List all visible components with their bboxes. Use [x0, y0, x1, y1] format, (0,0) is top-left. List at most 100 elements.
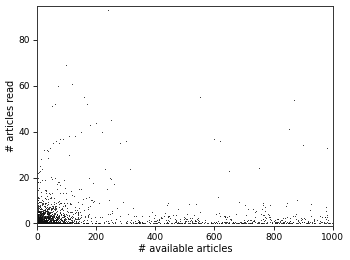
Point — [39, 217, 44, 222]
Point — [36, 221, 42, 225]
Point — [35, 218, 40, 222]
Point — [53, 220, 58, 224]
Point — [62, 221, 67, 225]
Point — [54, 216, 60, 220]
Point — [34, 221, 40, 225]
Point — [38, 220, 43, 224]
Point — [47, 214, 52, 218]
Point — [41, 208, 46, 212]
Point — [36, 215, 42, 219]
Point — [104, 187, 110, 191]
Point — [52, 216, 57, 220]
Point — [35, 217, 41, 222]
Point — [49, 214, 55, 218]
Point — [64, 191, 69, 195]
Point — [59, 218, 64, 222]
Point — [51, 220, 56, 225]
Point — [35, 212, 41, 216]
Point — [47, 196, 52, 200]
Point — [37, 219, 42, 223]
Point — [48, 221, 54, 225]
Point — [54, 218, 60, 222]
Point — [36, 210, 42, 214]
Point — [40, 221, 46, 225]
Point — [248, 218, 254, 222]
Point — [53, 221, 58, 225]
Point — [38, 218, 43, 222]
Point — [54, 210, 59, 214]
Point — [37, 217, 43, 221]
Point — [61, 220, 66, 225]
Point — [172, 220, 178, 225]
Point — [42, 220, 48, 224]
Point — [35, 221, 41, 225]
Point — [75, 220, 80, 224]
Point — [34, 215, 40, 219]
Point — [181, 221, 187, 225]
Point — [137, 221, 142, 225]
Point — [42, 216, 48, 220]
Point — [67, 216, 73, 220]
Point — [40, 221, 45, 225]
Point — [35, 217, 41, 221]
Point — [71, 194, 77, 198]
Point — [37, 219, 43, 223]
Point — [37, 211, 43, 216]
Point — [38, 221, 44, 225]
Point — [37, 221, 42, 225]
Point — [51, 221, 57, 225]
Point — [40, 212, 46, 216]
Point — [43, 217, 48, 222]
Point — [39, 218, 45, 223]
Point — [37, 220, 43, 225]
Point — [43, 221, 49, 225]
Point — [45, 212, 51, 216]
Point — [42, 207, 48, 212]
Point — [205, 221, 210, 225]
Point — [35, 221, 41, 225]
Point — [293, 217, 299, 221]
Point — [89, 198, 95, 202]
Point — [72, 208, 78, 212]
Point — [41, 221, 46, 225]
Point — [34, 205, 40, 210]
Point — [84, 218, 90, 222]
Point — [35, 205, 41, 209]
Point — [63, 214, 68, 218]
Point — [38, 157, 44, 161]
Point — [37, 221, 42, 225]
Point — [303, 221, 309, 225]
Point — [139, 220, 145, 224]
Point — [44, 219, 50, 223]
Point — [251, 218, 257, 222]
Point — [52, 221, 58, 225]
Point — [35, 209, 41, 213]
Point — [37, 221, 43, 225]
Point — [57, 221, 62, 225]
Point — [54, 214, 59, 218]
Point — [48, 196, 54, 200]
Point — [37, 214, 43, 218]
Point — [236, 221, 241, 225]
Point — [128, 218, 133, 222]
Point — [296, 220, 302, 224]
Point — [165, 221, 171, 225]
Point — [40, 213, 46, 217]
Point — [46, 211, 51, 216]
Point — [187, 216, 193, 220]
Point — [258, 217, 264, 222]
Point — [181, 215, 187, 219]
Point — [37, 210, 43, 214]
Point — [46, 220, 52, 224]
Point — [45, 210, 51, 214]
Point — [41, 219, 47, 223]
Point — [36, 221, 41, 225]
Point — [281, 221, 286, 225]
Point — [39, 218, 45, 223]
Point — [43, 209, 49, 213]
Point — [45, 219, 50, 224]
Point — [51, 217, 56, 222]
Point — [62, 221, 67, 225]
Point — [51, 215, 57, 219]
Point — [36, 220, 42, 224]
